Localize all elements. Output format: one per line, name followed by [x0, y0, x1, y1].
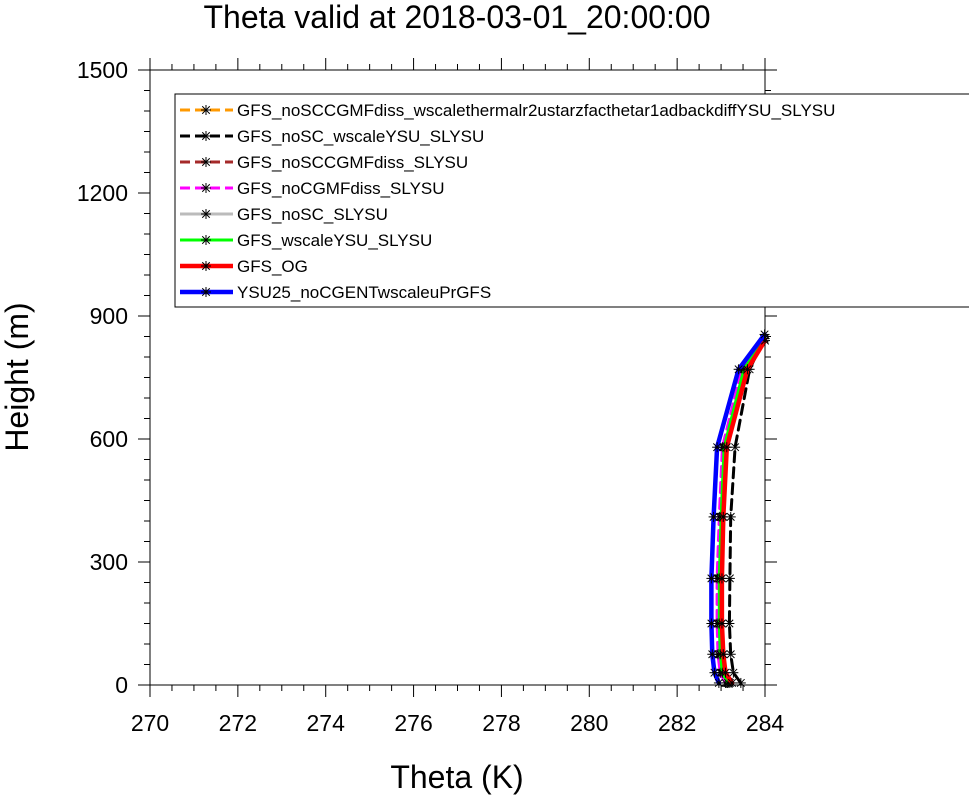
legend-marker — [201, 235, 211, 245]
y-tick-label: 900 — [90, 303, 128, 329]
legend-item: GFS_noSC_wscaleYSU_SLYSU — [180, 127, 484, 146]
data-point-marker — [708, 511, 719, 522]
legend-box — [174, 93, 969, 308]
data-point-marker — [716, 573, 727, 584]
data-point-marker — [742, 364, 753, 375]
legend-item: GFS_noCGMFdiss_SLYSU — [180, 179, 445, 198]
data-point-marker — [712, 442, 723, 453]
legend-label: GFS_noCGMFdiss_SLYSU — [237, 179, 445, 198]
legend-marker — [201, 261, 211, 271]
y-tick-label: 300 — [90, 549, 128, 575]
data-point-marker — [735, 677, 746, 688]
data-point-marker — [706, 573, 717, 584]
data-point-marker — [730, 442, 741, 453]
chart-title: Theta valid at 2018-03-01_20:00:00 — [203, 0, 710, 35]
legend-item: GFS_noSC_SLYSU — [180, 205, 388, 224]
data-point-marker — [733, 364, 744, 375]
x-tick-label: 284 — [746, 710, 785, 736]
legend-marker — [201, 131, 211, 141]
legend-label: GFS_noSC_SLYSU — [237, 205, 388, 224]
legend-item: GFS_noSCCGMFdiss_SLYSU — [180, 153, 468, 172]
legend-marker — [201, 209, 211, 219]
series-line — [724, 333, 770, 688]
x-axis-ticks: 270 272 274 276 278 280 282 284 — [131, 58, 785, 736]
x-tick-label: 278 — [482, 710, 520, 736]
legend: GFS_noSCCGMFdiss_wscalethermalr2ustarzfa… — [174, 93, 969, 308]
legend-label: YSU25_noCGENTwscaleuPrGFS — [237, 283, 491, 302]
x-tick-label: 270 — [131, 710, 169, 736]
legend-item: GFS_noSCCGMFdiss_wscalethermalr2ustarzfa… — [180, 101, 835, 120]
y-tick-label: 1200 — [77, 180, 128, 206]
legend-marker — [201, 287, 211, 297]
data-point-marker — [718, 649, 729, 660]
legend-label: GFS_OG — [237, 257, 308, 276]
series-line — [716, 335, 770, 688]
legend-marker — [201, 183, 211, 193]
data-point-marker — [728, 667, 739, 678]
data-point-marker — [716, 618, 727, 629]
plot-frame — [149, 69, 766, 686]
data-point-marker — [709, 667, 720, 678]
y-axis-label: Height (m) — [0, 302, 35, 451]
y-tick-label: 1500 — [77, 57, 128, 83]
legend-label: GFS_noSC_wscaleYSU_SLYSU — [237, 127, 484, 146]
legend-label: GFS_wscaleYSU_SLYSU — [237, 231, 432, 250]
data-point-marker — [713, 677, 724, 688]
data-point-marker — [720, 667, 731, 678]
y-tick-label: 600 — [90, 426, 128, 452]
x-tick-label: 274 — [307, 710, 346, 736]
x-tick-label: 282 — [658, 710, 696, 736]
y-tick-label: 0 — [115, 672, 128, 698]
data-point-marker — [707, 649, 718, 660]
legend-item: YSU25_noCGENTwscaleuPrGFS — [180, 283, 491, 302]
legend-item: GFS_wscaleYSU_SLYSU — [180, 231, 432, 250]
legend-label: GFS_noSCCGMFdiss_SLYSU — [237, 153, 468, 172]
x-tick-label: 272 — [219, 710, 257, 736]
data-point-marker — [721, 442, 732, 453]
data-point-marker — [724, 618, 735, 629]
series-layer — [706, 329, 770, 688]
x-axis-label: Theta (K) — [390, 759, 523, 795]
data-point-marker — [727, 677, 738, 688]
legend-marker — [201, 157, 211, 167]
legend-marker — [201, 105, 211, 115]
x-tick-label: 280 — [570, 710, 608, 736]
legend-label: GFS_noSCCGMFdiss_wscalethermalr2ustarzfa… — [237, 101, 835, 120]
legend-item: GFS_OG — [180, 257, 308, 276]
x-tick-label: 276 — [394, 710, 432, 736]
data-point-marker — [706, 618, 717, 629]
data-point-marker — [718, 511, 729, 522]
